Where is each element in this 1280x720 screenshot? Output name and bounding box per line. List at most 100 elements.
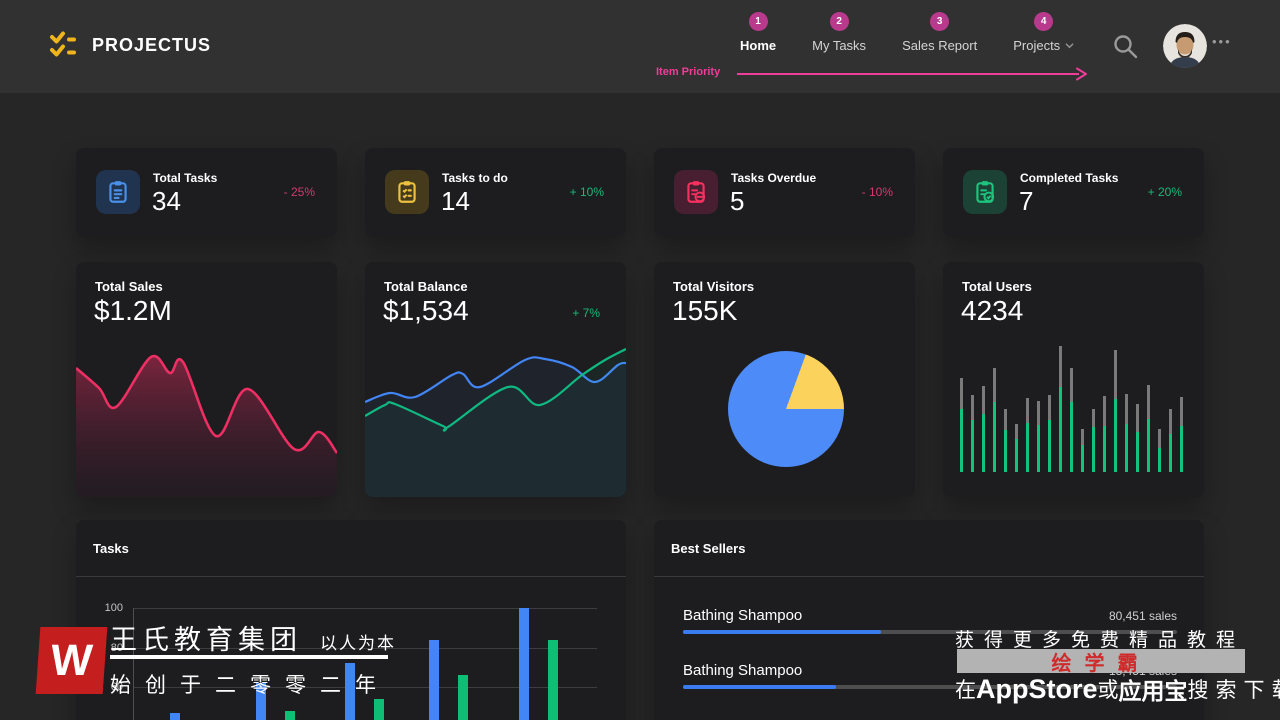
divider — [76, 576, 626, 577]
clipboard-icon — [96, 170, 140, 214]
total-users-card: Total Users 4234 — [943, 262, 1204, 497]
seller-progress-fill — [683, 630, 881, 634]
projectus-logo-icon — [50, 31, 76, 57]
nav-item-projects[interactable]: 4 Projects — [1013, 12, 1074, 53]
card-title: Total Users — [962, 279, 1032, 294]
search-icon[interactable] — [1112, 33, 1140, 61]
stat-value: 5 — [730, 186, 745, 216]
user-avatar[interactable] — [1163, 24, 1207, 68]
stat-value: 7 — [1019, 186, 1034, 216]
stat-label: Total Tasks — [153, 171, 218, 185]
y-axis-tick: 80 — [110, 641, 123, 654]
tasks-bar-green — [374, 698, 384, 720]
card-title: Total Visitors — [673, 279, 755, 294]
users-bar — [1180, 397, 1183, 472]
users-bar — [971, 395, 974, 472]
y-axis-tick: 100 — [104, 602, 123, 614]
nav-badge: 2 — [829, 12, 849, 31]
stat-delta: + 20% — [1147, 185, 1182, 199]
users-bar — [1092, 409, 1095, 472]
users-bar — [1059, 346, 1062, 472]
nav-label: Sales Report — [902, 38, 978, 53]
more-options-icon[interactable]: ••• — [1212, 34, 1232, 49]
stat-label: Completed Tasks — [1020, 171, 1119, 185]
card-value: $1.2M — [94, 295, 172, 326]
tasks-bar-blue — [170, 712, 180, 720]
users-bar — [1136, 404, 1139, 472]
stat-label: Tasks to do — [442, 171, 508, 185]
users-bar — [1070, 368, 1073, 472]
stat-card-total-tasks: Total Tasks 34 - 25% — [76, 148, 337, 237]
nav-badge: 1 — [748, 12, 768, 31]
card-delta: + 7% — [572, 306, 600, 320]
users-bar — [960, 378, 963, 472]
best-sellers-card: Best Sellers Bathing Shampoo 80,451 sale… — [654, 520, 1204, 720]
y-axis-tick: 60 — [110, 681, 123, 693]
nav-badge: 4 — [1034, 12, 1054, 31]
nav-item-sales-report[interactable]: 3 Sales Report — [902, 12, 977, 53]
tasks-bar-blue — [345, 663, 355, 720]
seller-sales: 80,451 sales — [1108, 609, 1177, 623]
gridline — [133, 647, 597, 649]
chevron-down-icon — [1065, 43, 1074, 49]
nav-badge: 3 — [930, 12, 950, 31]
main-nav: 1 Home 2 My Tasks 3 Sales Report 4 Proje… — [740, 12, 1074, 53]
users-bar — [1125, 394, 1128, 472]
nav-item-my-tasks[interactable]: 2 My Tasks — [812, 12, 866, 53]
tasks-bar-green — [285, 710, 295, 720]
seller-progress-track — [683, 630, 1177, 634]
tasks-card: Tasks 100 80 60 — [76, 520, 626, 720]
users-bar — [1158, 429, 1161, 472]
tasks-bar-blue — [256, 683, 266, 720]
seller-item: Bathing Shampoo 15,451 sales — [683, 662, 1177, 689]
users-bar — [1114, 350, 1117, 472]
clipboard-list-icon — [385, 170, 429, 214]
clipboard-minus-icon — [674, 170, 718, 214]
stat-label: Tasks Overdue — [731, 171, 817, 185]
balance-line-chart — [365, 348, 626, 497]
seller-name: Bathing Shampoo — [683, 662, 803, 679]
card-title: Total Balance — [384, 279, 468, 294]
tasks-bar-green — [458, 675, 468, 720]
users-bar — [1048, 395, 1051, 472]
sales-area-chart — [76, 354, 337, 497]
total-visitors-card: Total Visitors 155K — [654, 262, 915, 497]
users-bar — [1015, 424, 1018, 472]
seller-name: Bathing Shampoo — [683, 607, 803, 624]
visitors-pie-chart — [728, 351, 844, 467]
users-bar — [1026, 398, 1029, 472]
gridline — [133, 608, 597, 609]
users-bar — [993, 368, 996, 472]
stat-delta: + 10% — [569, 185, 604, 199]
clipboard-check-icon — [963, 170, 1007, 214]
brand-name: PROJECTUS — [92, 34, 212, 55]
seller-sales: 15,451 sales — [1108, 664, 1177, 678]
tasks-bar-green — [548, 639, 558, 720]
users-bar — [1169, 409, 1172, 472]
nav-item-home[interactable]: 1 Home — [740, 12, 776, 53]
total-sales-card: Total Sales $1.2M — [76, 262, 337, 497]
stat-delta: - 10% — [861, 185, 893, 199]
users-bar — [1147, 385, 1150, 472]
card-title: Best Sellers — [671, 541, 746, 556]
app-header: PROJECTUS 1 Home 2 My Tasks 3 Sales Repo… — [0, 0, 1280, 93]
users-bar — [1004, 409, 1007, 472]
total-balance-card: Total Balance $1,534 + 7% — [365, 262, 626, 497]
stat-value: 14 — [441, 186, 470, 216]
tasks-bar-chart: 100 80 60 — [76, 520, 626, 720]
users-bar-chart — [943, 262, 1204, 497]
seller-item: Bathing Shampoo 80,451 sales — [683, 607, 1177, 634]
y-axis-line — [133, 608, 134, 720]
stat-card-tasks-overdue: Tasks Overdue 5 - 10% — [654, 148, 915, 237]
item-priority-arrow — [737, 67, 1087, 81]
card-value: 155K — [672, 295, 738, 326]
seller-progress-fill — [683, 685, 837, 689]
card-value: 4234 — [961, 295, 1024, 326]
users-bar — [1081, 429, 1084, 472]
tasks-bar-blue — [429, 639, 439, 720]
card-title: Tasks — [93, 541, 129, 556]
nav-label: Home — [740, 38, 777, 53]
stat-card-tasks-to-do: Tasks to do 14 + 10% — [365, 148, 626, 237]
users-bar — [1037, 401, 1040, 472]
card-value: $1,534 — [383, 295, 469, 326]
